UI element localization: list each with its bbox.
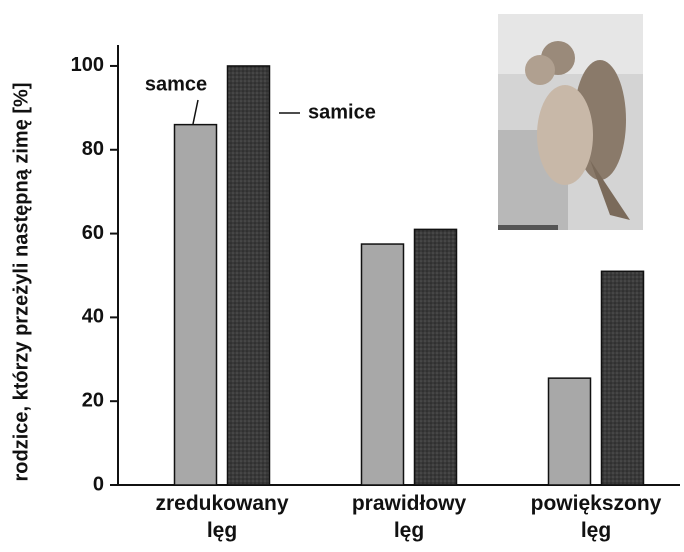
y-axis-label: rodzice, którzy przeżyli następną zimę [… [10,83,32,482]
bar [549,378,591,485]
bar [602,271,644,485]
x-tick-label: powiększony lęg [526,490,666,544]
leader-line [193,100,198,124]
y-tick-label: 40 [82,306,104,328]
bar [415,229,457,485]
y-tick-label: 60 [82,222,104,244]
y-tick-label: 80 [82,138,104,160]
x-tick-label: prawidłowy lęg [339,490,479,544]
bar [228,66,270,485]
bar [362,244,404,485]
y-tick-label: 20 [82,389,104,411]
bird-illustration [498,14,643,230]
chart: rodzice, którzy przeżyli następną zimę [… [0,0,684,552]
bar [175,125,217,485]
y-tick-label: 100 [71,54,104,76]
y-tick-label: 0 [93,473,104,495]
x-tick-label: zredukowany lęg [152,490,292,544]
page: rodzice, którzy przeżyli następną zimę [… [0,0,684,552]
series-label: samce [145,73,207,95]
series-label: samice [308,101,376,123]
